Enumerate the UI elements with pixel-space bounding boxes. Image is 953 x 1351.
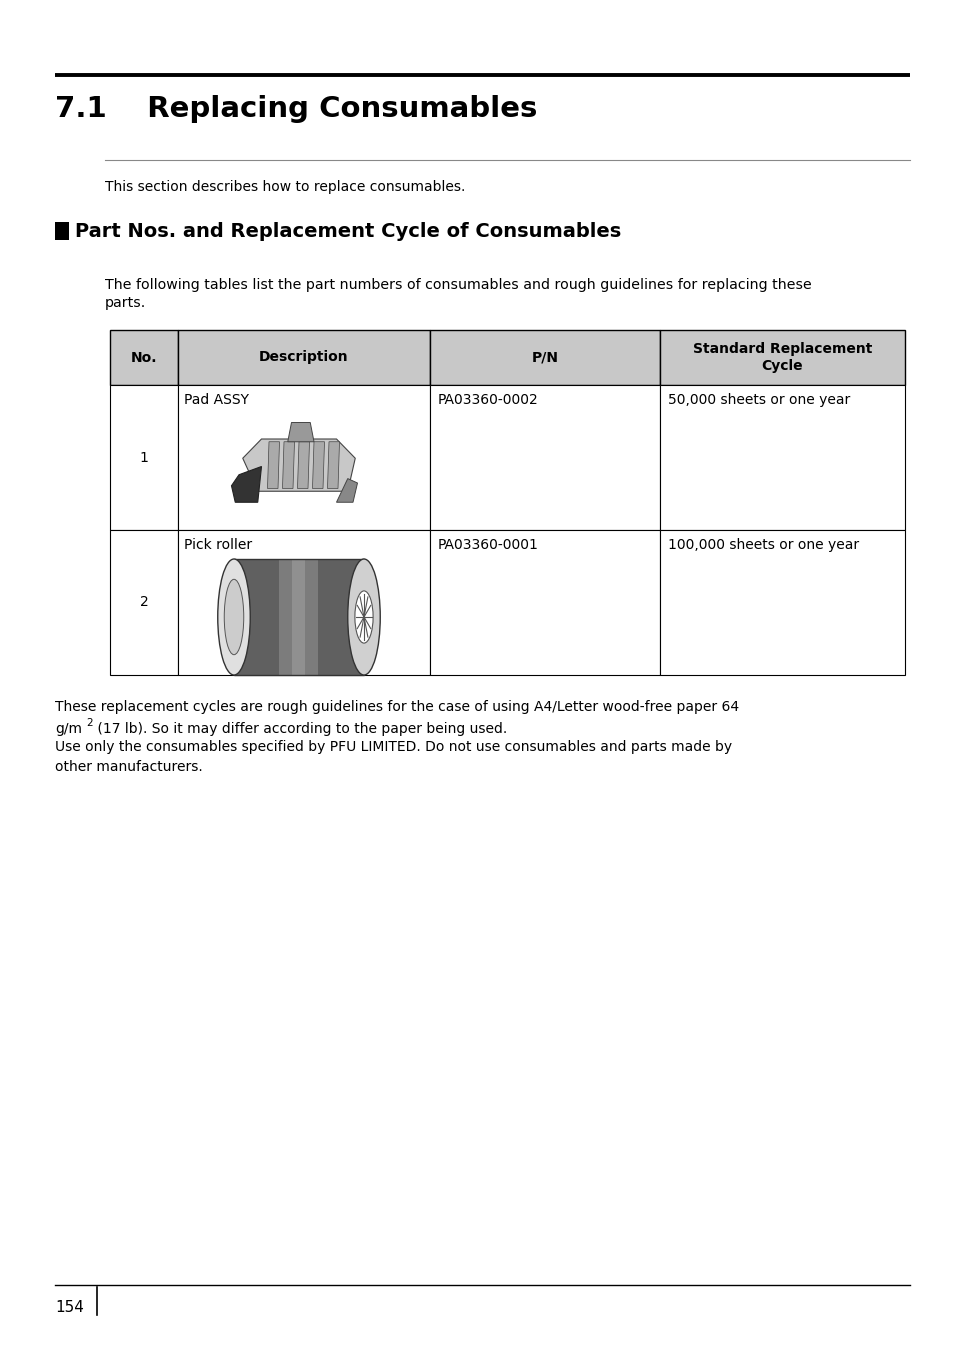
Bar — [659, 330, 904, 385]
Polygon shape — [232, 466, 261, 503]
Bar — [233, 559, 364, 676]
Text: Pad ASSY: Pad ASSY — [184, 393, 249, 407]
Text: Part Nos. and Replacement Cycle of Consumables: Part Nos. and Replacement Cycle of Consu… — [75, 222, 620, 240]
Text: 2: 2 — [86, 717, 92, 728]
Bar — [178, 330, 430, 385]
Bar — [659, 530, 904, 676]
Bar — [55, 222, 69, 240]
Polygon shape — [242, 439, 355, 492]
Bar — [110, 385, 178, 530]
Polygon shape — [288, 423, 314, 442]
Text: P/N: P/N — [531, 350, 558, 365]
Text: 154: 154 — [55, 1300, 84, 1315]
Text: 50,000 sheets or one year: 50,000 sheets or one year — [667, 393, 849, 407]
Text: parts.: parts. — [105, 296, 146, 309]
Text: Pick roller: Pick roller — [184, 538, 252, 553]
Text: No.: No. — [131, 350, 157, 365]
Bar — [233, 559, 364, 676]
Text: Description: Description — [259, 350, 349, 365]
Text: PA03360-0001: PA03360-0001 — [437, 538, 538, 553]
Text: 7.1    Replacing Consumables: 7.1 Replacing Consumables — [55, 95, 537, 123]
Polygon shape — [327, 442, 339, 489]
Ellipse shape — [217, 559, 250, 676]
Text: Standard Replacement
Cycle: Standard Replacement Cycle — [692, 342, 871, 373]
Polygon shape — [267, 442, 279, 489]
Text: (17 lb). So it may differ according to the paper being used.: (17 lb). So it may differ according to t… — [92, 721, 507, 736]
Bar — [430, 530, 659, 676]
Ellipse shape — [224, 580, 244, 655]
Text: These replacement cycles are rough guidelines for the case of using A4/Letter wo: These replacement cycles are rough guide… — [55, 700, 739, 713]
Text: This section describes how to replace consumables.: This section describes how to replace co… — [105, 180, 465, 195]
Polygon shape — [313, 442, 324, 489]
Ellipse shape — [348, 559, 380, 676]
Bar — [430, 385, 659, 530]
Polygon shape — [282, 442, 294, 489]
Polygon shape — [336, 478, 357, 503]
Text: g/m: g/m — [55, 721, 82, 736]
Polygon shape — [297, 442, 309, 489]
Text: other manufacturers.: other manufacturers. — [55, 761, 203, 774]
Text: 100,000 sheets or one year: 100,000 sheets or one year — [667, 538, 859, 553]
Bar — [293, 559, 305, 676]
Ellipse shape — [355, 590, 373, 643]
Bar — [178, 530, 430, 676]
Bar — [110, 330, 178, 385]
Text: Use only the consumables specified by PFU LIMITED. Do not use consumables and pa: Use only the consumables specified by PF… — [55, 740, 731, 754]
Bar — [178, 385, 430, 530]
Bar — [659, 385, 904, 530]
Text: 2: 2 — [139, 596, 149, 609]
Text: The following tables list the part numbers of consumables and rough guidelines f: The following tables list the part numbe… — [105, 278, 811, 292]
Bar — [279, 559, 318, 676]
Bar — [430, 330, 659, 385]
Bar — [110, 530, 178, 676]
Text: PA03360-0002: PA03360-0002 — [437, 393, 538, 407]
Text: 1: 1 — [139, 450, 149, 465]
